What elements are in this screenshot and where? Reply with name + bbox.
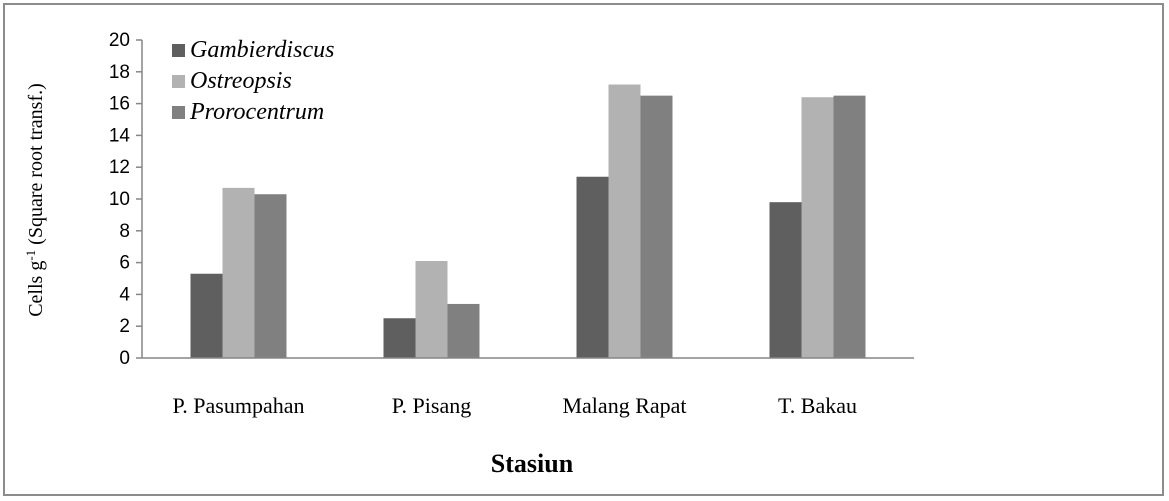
- bar-prorocentrum-4: [833, 95, 866, 359]
- legend-swatch-gambierdiscus: [172, 44, 185, 57]
- bar-gambierdiscus-2: [383, 318, 416, 358]
- y-tick-label: 10: [109, 189, 130, 210]
- y-axis-title-main: Cells g: [25, 261, 47, 317]
- bar-ostreopsis-1: [222, 187, 255, 358]
- bar-prorocentrum-1: [254, 194, 287, 358]
- bar-gambierdiscus-4: [769, 202, 802, 358]
- x-category-label: Malang Rapat: [562, 393, 686, 418]
- bar-ostreopsis-4: [801, 97, 834, 359]
- y-tick-label: 14: [109, 125, 131, 146]
- bar-ostreopsis-3: [608, 84, 641, 359]
- legend-label-gambierdiscus: Gambierdiscus: [190, 37, 334, 63]
- x-category-label: P. Pisang: [392, 393, 471, 418]
- y-axis-title-suffix: (Square root transf.): [25, 83, 47, 250]
- bar-ostreopsis-2: [415, 261, 448, 358]
- legend-swatch-prorocentrum: [172, 106, 185, 119]
- legend-swatch-ostreopsis: [172, 75, 185, 88]
- y-axis-title-superscript: -1: [23, 250, 38, 261]
- y-tick-label: 20: [109, 30, 130, 51]
- bar-prorocentrum-2: [447, 303, 480, 358]
- legend: Gambierdiscus Ostreopsis Prorocentrum: [172, 37, 334, 125]
- x-category-label: T. Bakau: [778, 393, 857, 418]
- bars-group: [190, 84, 866, 359]
- y-tick-label: 12: [109, 157, 130, 178]
- legend-label-prorocentrum: Prorocentrum: [189, 99, 324, 125]
- y-tick-label: 6: [119, 253, 130, 274]
- x-axis-title: Stasiun: [491, 449, 574, 478]
- y-tick-label: 16: [109, 94, 130, 115]
- legend-label-ostreopsis: Ostreopsis: [190, 68, 292, 94]
- y-tick-label: 4: [119, 284, 130, 305]
- bar-gambierdiscus-1: [190, 273, 223, 358]
- y-tick-label: 2: [119, 316, 130, 337]
- bar-gambierdiscus-3: [576, 176, 609, 358]
- y-tick-label: 18: [109, 62, 130, 83]
- y-tick-label: 0: [119, 348, 130, 369]
- bar-prorocentrum-3: [640, 95, 673, 359]
- y-tick-label: 8: [119, 221, 130, 242]
- x-category-label: P. Pasumpahan: [173, 393, 305, 418]
- axes-group: 0 2 4 6 8 10 12 14 16 18 20 P. Pasumpahan P. Pisang M…: [109, 30, 914, 418]
- y-axis-title: Cells g-1 (Square root transf.): [23, 83, 48, 317]
